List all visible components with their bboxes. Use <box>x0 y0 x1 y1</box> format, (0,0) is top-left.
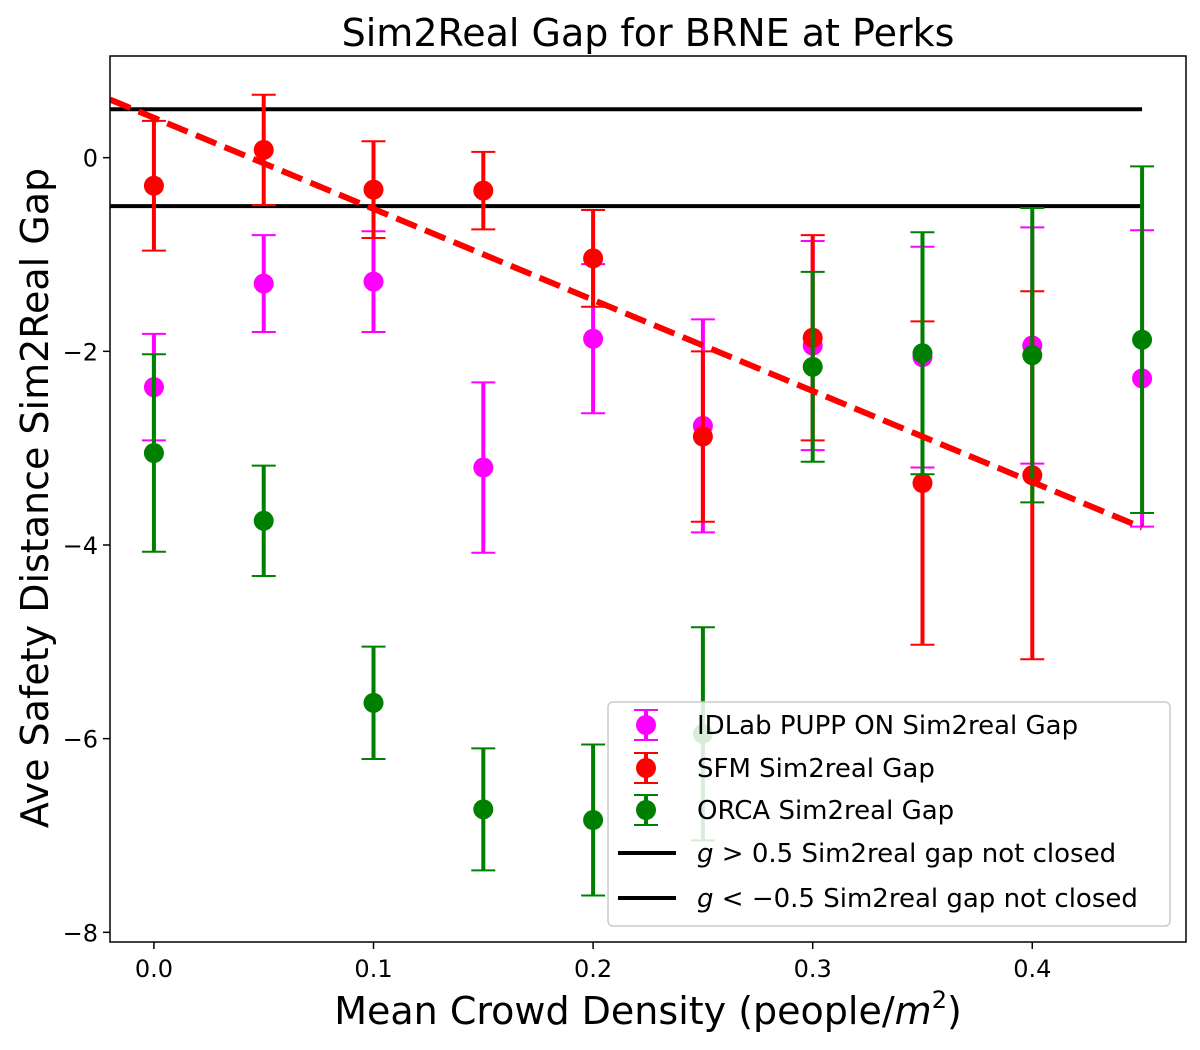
y-tick-label: −4 <box>63 532 98 560</box>
x-axis: 0.0 0.1 0.2 0.3 0.4 <box>135 942 1051 983</box>
series-idlab-pupp <box>141 226 1155 554</box>
trend-line <box>110 96 1144 531</box>
data-point <box>912 473 933 494</box>
series-orca <box>141 165 1155 897</box>
data-point <box>583 809 604 830</box>
x-tick-label: 0.0 <box>135 955 173 983</box>
data-point <box>1132 329 1153 350</box>
legend-label: g < −0.5 Sim2real gap not closed <box>697 884 1138 914</box>
x-axis-label: Mean Crowd Density (people/m2) <box>334 986 962 1033</box>
data-point <box>363 271 384 292</box>
data-point <box>253 139 274 160</box>
data-point <box>912 343 933 364</box>
x-tick-label: 0.2 <box>574 955 612 983</box>
legend: IDLab PUPP ON Sim2real Gap SFM Sim2real G… <box>607 701 1171 927</box>
legend-entry-orca: ORCA Sim2real Gap <box>634 794 954 826</box>
data-point <box>1022 345 1043 366</box>
data-point <box>363 692 384 713</box>
legend-label: IDLab PUPP ON Sim2real Gap <box>697 711 1078 741</box>
data-point <box>692 426 713 447</box>
plot-content <box>110 93 1155 897</box>
legend-label: SFM Sim2real Gap <box>697 754 935 784</box>
data-point <box>363 179 384 200</box>
x-tick-label: 0.1 <box>354 955 392 983</box>
y-axis: 0 −2 −4 −6 −8 <box>63 145 110 947</box>
legend-entry-idlab-pupp: IDLab PUPP ON Sim2real Gap <box>634 709 1078 741</box>
data-point <box>802 356 823 377</box>
data-point <box>473 457 494 478</box>
chart-title: Sim2Real Gap for BRNE at Perks <box>342 11 955 55</box>
plot-frame <box>109 55 1187 943</box>
data-point <box>143 175 164 196</box>
y-tick-label: −6 <box>63 726 98 754</box>
data-point <box>583 328 604 349</box>
data-point <box>253 510 274 531</box>
data-point <box>143 443 164 464</box>
data-point <box>473 799 494 820</box>
legend-entry-threshold-2: g < −0.5 Sim2real gap not closed <box>618 884 1138 914</box>
x-tick-label: 0.4 <box>1013 955 1051 983</box>
data-point <box>473 180 494 201</box>
legend-marker <box>636 715 656 735</box>
legend-entry-sfm: SFM Sim2real Gap <box>634 752 935 784</box>
data-point <box>583 248 604 269</box>
legend-entry-threshold-1: g > 0.5 Sim2real gap not closed <box>618 839 1116 869</box>
data-point <box>253 273 274 294</box>
legend-marker <box>636 800 656 820</box>
y-axis-label: Ave Safety Distance Sim2Real Gap <box>13 168 57 828</box>
legend-label: g > 0.5 Sim2real gap not closed <box>697 839 1116 869</box>
y-tick-label: −2 <box>63 338 98 366</box>
legend-label: ORCA Sim2real Gap <box>697 796 954 826</box>
y-tick-label: 0 <box>83 145 98 173</box>
legend-box <box>607 701 1171 927</box>
y-tick-label: −8 <box>63 919 98 947</box>
legend-marker <box>636 758 656 778</box>
x-tick-label: 0.3 <box>794 955 832 983</box>
